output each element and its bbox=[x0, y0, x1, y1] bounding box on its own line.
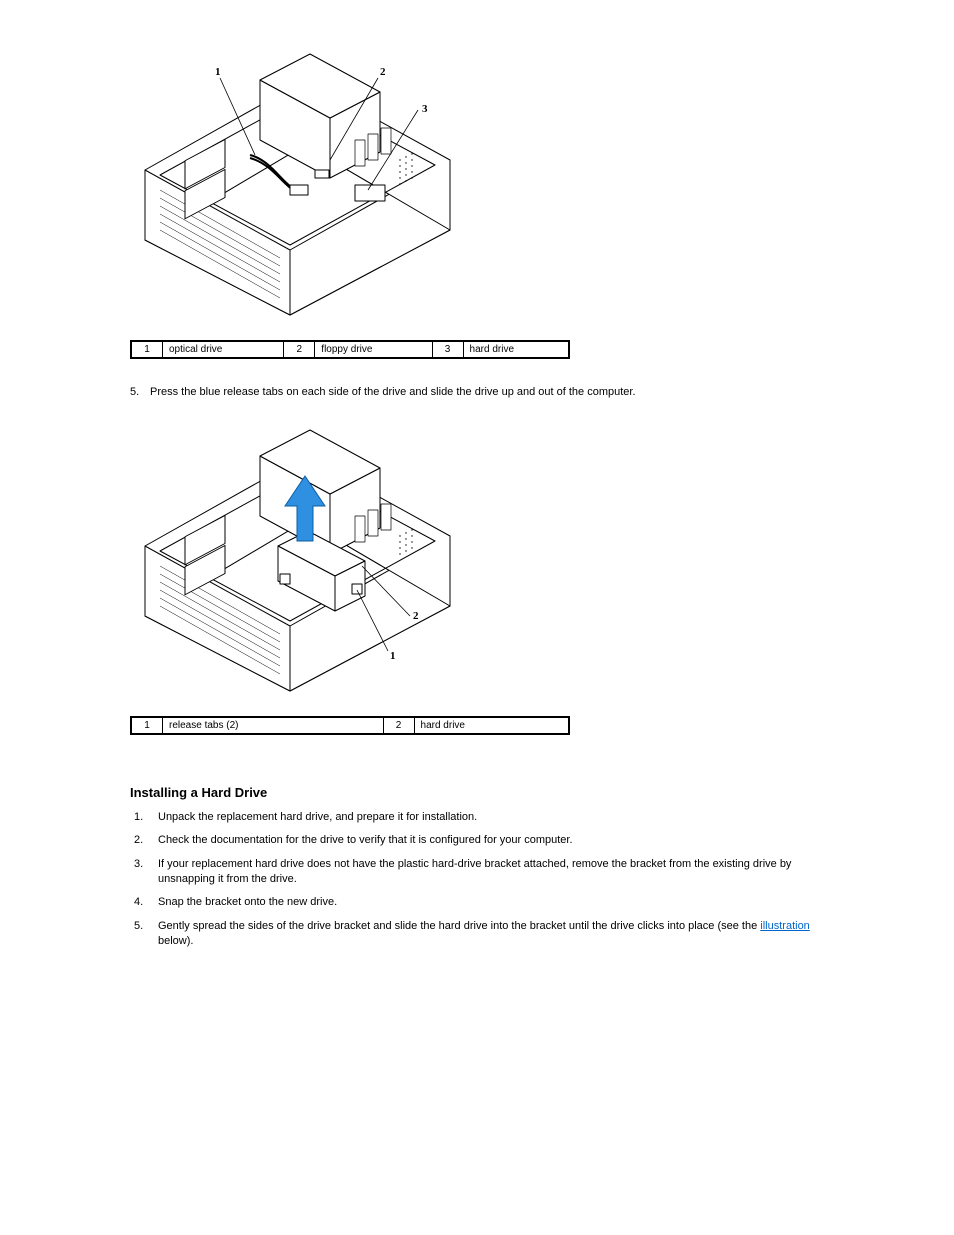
callout-2-fig2: 2 bbox=[413, 610, 419, 622]
legend1-label-1: optical drive bbox=[163, 341, 284, 358]
install-step-5: Gently spread the sides of the drive bra… bbox=[130, 919, 824, 950]
figure-remove-drive: 1 2 bbox=[130, 406, 824, 706]
tower-cables-svg: 1 2 3 bbox=[130, 40, 470, 330]
install-step-4: Snap the bracket onto the new drive. bbox=[130, 895, 824, 910]
legend2-label-1: release tabs (2) bbox=[163, 717, 384, 734]
section-heading: Installing a Hard Drive bbox=[130, 785, 824, 800]
install-step-3: If your replacement hard drive does not … bbox=[130, 857, 824, 888]
legend1-num-3: 3 bbox=[432, 341, 463, 358]
legend2-num-1: 1 bbox=[131, 717, 163, 734]
step-5-text: Press the blue release tabs on each side… bbox=[150, 386, 636, 398]
install-step-1: Unpack the replacement hard drive, and p… bbox=[130, 810, 824, 825]
legend1-label-3: hard drive bbox=[463, 341, 569, 358]
figure-cables: 1 2 3 bbox=[130, 40, 824, 330]
illustration-link[interactable]: illustration bbox=[760, 920, 810, 932]
install-steps-list: Unpack the replacement hard drive, and p… bbox=[130, 810, 824, 950]
callout-3-fig1: 3 bbox=[422, 103, 428, 115]
tower-remove-svg: 1 2 bbox=[130, 406, 470, 706]
legend1-num-1: 1 bbox=[131, 341, 163, 358]
legend1-label-2: floppy drive bbox=[315, 341, 432, 358]
install-step-2: Check the documentation for the drive to… bbox=[130, 833, 824, 848]
callout-2-fig1: 2 bbox=[380, 66, 386, 78]
callout-1-fig2: 1 bbox=[390, 650, 396, 662]
legend-figure2: 1 release tabs (2) 2 hard drive bbox=[130, 716, 570, 735]
legend-figure1: 1 optical drive 2 floppy drive 3 hard dr… bbox=[130, 340, 570, 359]
legend2-label-2: hard drive bbox=[414, 717, 569, 734]
callout-1-fig1: 1 bbox=[215, 66, 221, 78]
page: 1 2 3 1 optical drive 2 floppy drive 3 h… bbox=[0, 0, 954, 1235]
step-5-number: 5. bbox=[130, 385, 150, 400]
legend2-num-2: 2 bbox=[383, 717, 414, 734]
step-5: 5.Press the blue release tabs on each si… bbox=[130, 385, 824, 400]
legend1-num-2: 2 bbox=[284, 341, 315, 358]
